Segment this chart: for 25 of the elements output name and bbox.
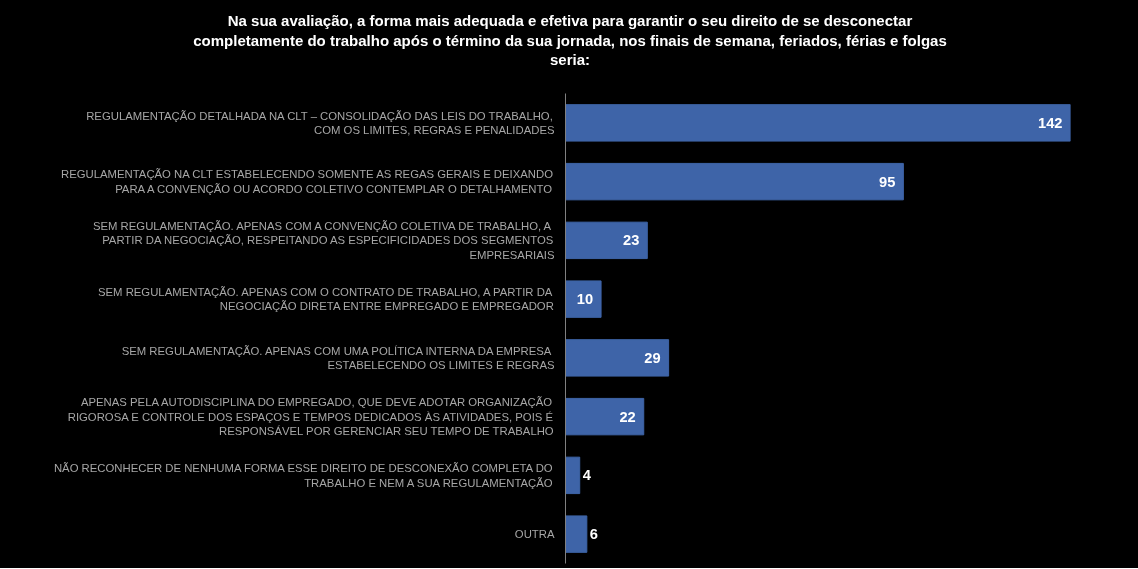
bar	[565, 456, 581, 495]
y-tick-label: SEM REGULAMENTAÇÃO. APENAS COM A CONVENÇÃO COLETIVA DE TRABALHO, A PARTIR DA NEGOCIAÇÃO, RESPEITANDO AS ESPECIFICIDADES DOS SEGMENTOS EMPRESARIAIS	[92, 219, 555, 261]
data-label: 6	[589, 526, 598, 543]
data-label: 29	[644, 349, 661, 366]
data-label: 22	[619, 408, 636, 425]
data-label: 10	[576, 291, 594, 308]
bar	[565, 104, 1071, 142]
chart-title: Na sua avaliação, a forma mais adequada e efetiva para garantir o seu direito de se desconectar completamente do trabalho após o término da sua jornada, nos finais de semana, feriados, férias e folgas seria:	[193, 11, 947, 70]
data-label: 95	[879, 173, 896, 190]
bar	[565, 162, 904, 201]
y-tick-label: APENAS PELA AUTODISCIPLINA DO EMPREGADO, QUE DEVE ADOTAR ORGANIZAÇÃO RIGOROSA E CONTROLE DOS ESPAÇOS E TEMPOS DEDICADOS ÀS ATIVIDADES, POIS É RESPONSÁVEL POR GERENCIAR SEU TEMPO DE TRABALHO	[67, 396, 554, 438]
bar	[565, 515, 588, 553]
bar	[565, 221, 648, 260]
y-tick-label: NÃO RECONHECER DE NENHUMA FORMA ESSE DIREITO DE DESCONEXÃO COMPLETA DO TRABALHO E NEM A SUA REGULAMENTAÇÃO	[53, 462, 553, 489]
bar	[565, 280, 602, 318]
data-label: 4	[582, 467, 592, 484]
data-label: 142	[1038, 114, 1063, 131]
y-tick-label: OUTRA	[514, 528, 555, 541]
y-tick-label: REGULAMENTAÇÃO DETALHADA NA CLT – CONSOLIDAÇÃO DAS LEIS DO TRABALHO, COM OS LIMITES, REGRAS E PENALIDADES	[86, 109, 555, 137]
bar	[565, 397, 645, 436]
y-tick-label: SEM REGULAMENTAÇÃO. APENAS COM O CONTRATO DE TRABALHO, A PARTIR DA NEGOCIAÇÃO DIRETA ENTRE EMPREGADO E EMPREGADOR	[97, 285, 554, 313]
y-tick-label: REGULAMENTAÇÃO NA CLT ESTABELECENDO SOMENTE AS REGAS GERAIS E DEIXANDO PARA A CONVENÇÃO OU ACORDO COLETIVO CONTEMPLAR O DETALHAMENTO	[61, 168, 554, 195]
data-label: 23	[622, 232, 640, 249]
bar	[565, 339, 670, 377]
y-tick-label: SEM REGULAMENTAÇÃO. APENAS COM UMA POLÍTICA INTERNA DA EMPRESA ESTABELECENDO OS LIMITES E REGRAS	[121, 344, 555, 372]
